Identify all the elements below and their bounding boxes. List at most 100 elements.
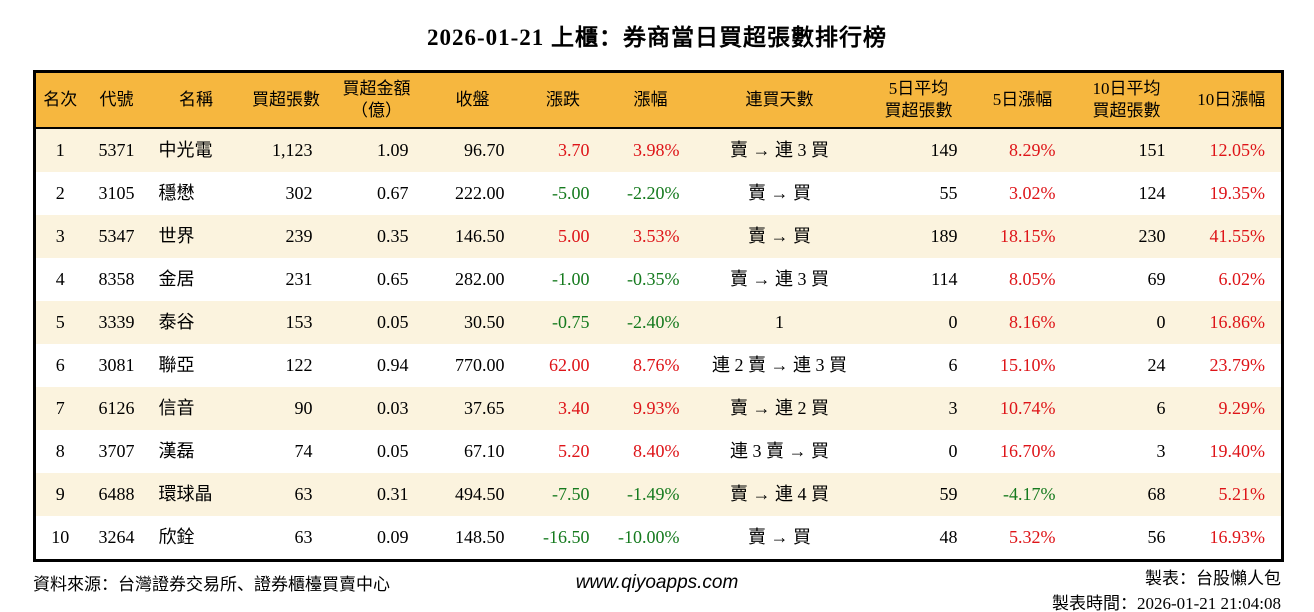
cell-change_pct: 8.40% (633, 441, 680, 461)
cell-change_pct: 3.53% (633, 226, 680, 246)
column-header-pct5: 5日漲幅 (973, 71, 1072, 129)
cell-pct5: -4.17% (1003, 484, 1056, 504)
cell-pct5: 16.70% (1000, 441, 1056, 461)
cell-change_pct: 8.76% (633, 355, 680, 375)
cell-avg5_net_buy: 0 (948, 312, 958, 332)
cell-code: 3707 (98, 441, 135, 461)
cell-change: 62.00 (549, 355, 590, 375)
cell-name: 環球晶 (158, 484, 213, 504)
cell-change_pct: -2.40% (627, 312, 680, 332)
cell-name: 泰谷 (158, 312, 195, 332)
table-row: 6 3081 聯亞 122 0.94 770.00 62.00 8.76% 連 2 賣 → 連 … (34, 344, 1283, 387)
table-header: 名次 代號 名稱 買超張數 買超金額 （億） 收盤 漲跌 漲幅 連買天數 5日平均 買超張數 5日漲… (34, 71, 1283, 129)
cell-avg5_net_buy: 48 (939, 527, 958, 547)
cell-pct5: 5.32% (1009, 527, 1056, 547)
cell-name: 世界 (158, 226, 195, 246)
cell-avg10_net_buy: 0 (1156, 312, 1166, 332)
cell-buy_streak: 連 2 賣 → 連 3 買 (712, 355, 847, 375)
cell-rank: 3 (55, 226, 65, 246)
cell-change: 3.40 (558, 398, 590, 418)
timestamp-line: 製表時間：2026-01-21 21:04:08 (1051, 594, 1281, 612)
cell-name: 中光電 (158, 140, 213, 160)
cell-avg5_net_buy: 189 (930, 226, 958, 246)
column-header-change_pct: 漲幅 (605, 71, 696, 129)
cell-avg5_net_buy: 3 (948, 398, 958, 418)
cell-code: 6126 (98, 398, 135, 418)
table-row: 4 8358 金居 231 0.65 282.00 -1.00 -0.35% 賣 → 連 3 買… (34, 258, 1283, 301)
cell-close: 37.65 (464, 398, 505, 418)
cell-pct10: 23.79% (1209, 355, 1266, 375)
cell-change_pct: -2.20% (627, 183, 680, 203)
cell-net_buy_lots: 239 (285, 226, 313, 246)
cell-change_pct: -0.35% (627, 269, 680, 289)
cell-net_buy_lots: 74 (294, 441, 313, 461)
cell-change_pct: 9.93% (633, 398, 680, 418)
cell-change_pct: -10.00% (618, 527, 680, 547)
cell-code: 3264 (98, 527, 135, 547)
cell-change_pct: 3.98% (633, 140, 680, 160)
cell-net_buy_amount: 0.67 (377, 183, 409, 203)
cell-buy_streak: 賣 → 連 2 買 (730, 398, 829, 418)
cell-close: 282.00 (455, 269, 505, 289)
table-row: 9 6488 環球晶 63 0.31 494.50 -7.50 -1.49% 賣 → 連 4 買… (34, 473, 1283, 516)
cell-rank: 5 (55, 312, 65, 332)
cell-change: 3.70 (558, 140, 590, 160)
cell-name: 欣銓 (158, 527, 195, 547)
cell-pct10: 9.29% (1218, 398, 1266, 418)
cell-net_buy_amount: 0.65 (377, 269, 409, 289)
cell-code: 8358 (98, 269, 135, 289)
column-header-net_buy_amount: 買超金額 （億） (328, 71, 425, 129)
cell-code: 5347 (98, 226, 135, 246)
column-header-avg10_net_buy: 10日平均 買超張數 (1071, 71, 1182, 129)
cell-pct5: 8.29% (1009, 140, 1056, 160)
cell-net_buy_lots: 122 (285, 355, 313, 375)
cell-buy_streak: 1 (775, 312, 784, 332)
cell-net_buy_lots: 90 (294, 398, 313, 418)
cell-rank: 2 (55, 183, 65, 203)
header-row: 名次 代號 名稱 買超張數 買超金額 （億） 收盤 漲跌 漲幅 連買天數 5日平均 買超張數 5日漲… (34, 71, 1283, 129)
cell-change: 5.00 (558, 226, 590, 246)
cell-rank: 8 (55, 441, 65, 461)
column-header-avg5_net_buy: 5日平均 買超張數 (863, 71, 974, 129)
cell-code: 6488 (98, 484, 135, 504)
footer: 資料來源：台灣證券交易所、證券櫃檯買賣中心 www.qiyoapps.com 製… (33, 566, 1281, 612)
cell-rank: 6 (55, 355, 65, 375)
cell-buy_streak: 賣 → 買 (748, 226, 811, 246)
cell-pct10: 16.93% (1209, 527, 1266, 547)
cell-name: 信音 (158, 398, 195, 418)
cell-pct10: 6.02% (1218, 269, 1266, 289)
ranking-table-wrap: 名次 代號 名稱 買超張數 買超金額 （億） 收盤 漲跌 漲幅 連買天數 5日平均 買超張數 5日漲… (33, 70, 1284, 562)
cell-pct5: 10.74% (1000, 398, 1056, 418)
table-row: 10 3264 欣銓 63 0.09 148.50 -16.50 -10.00% 賣 → 買 48… (34, 516, 1283, 561)
cell-net_buy_amount: 0.03 (377, 398, 409, 418)
website-text: www.qiyoapps.com (575, 572, 739, 593)
cell-code: 3105 (98, 183, 135, 203)
cell-change_pct: -1.49% (627, 484, 680, 504)
cell-net_buy_amount: 0.09 (377, 527, 409, 547)
cell-buy_streak: 賣 → 買 (748, 527, 811, 547)
cell-buy_streak: 賣 → 連 4 買 (730, 484, 829, 504)
cell-net_buy_lots: 231 (285, 269, 313, 289)
column-header-rank: 名次 (34, 71, 85, 129)
cell-pct5: 15.10% (1000, 355, 1056, 375)
cell-close: 770.00 (455, 355, 505, 375)
column-header-name: 名稱 (148, 71, 244, 129)
cell-pct10: 19.35% (1209, 183, 1266, 203)
cell-avg10_net_buy: 124 (1138, 183, 1166, 203)
table-row: 8 3707 漢磊 74 0.05 67.10 5.20 8.40% 連 3 賣 → 買 0 16.… (34, 430, 1283, 473)
cell-net_buy_lots: 63 (294, 527, 313, 547)
cell-rank: 7 (55, 398, 65, 418)
cell-avg5_net_buy: 0 (948, 441, 958, 461)
cell-avg10_net_buy: 69 (1147, 269, 1166, 289)
cell-name: 漢磊 (158, 441, 195, 461)
table-row: 3 5347 世界 239 0.35 146.50 5.00 3.53% 賣 → 買 189 18.… (34, 215, 1283, 258)
cell-change: -1.00 (552, 269, 590, 289)
cell-code: 3339 (98, 312, 135, 332)
maker-line: 製表：台股懶人包 (1145, 569, 1281, 588)
table-row: 2 3105 穩懋 302 0.67 222.00 -5.00 -2.20% 賣 → 買 55 3.… (34, 172, 1283, 215)
page-title: 2026-01-21 上櫃：券商當日買超張數排行榜 (426, 25, 888, 50)
cell-close: 67.10 (464, 441, 505, 461)
cell-change: -7.50 (552, 484, 590, 504)
cell-change: 5.20 (558, 441, 590, 461)
cell-pct5: 8.16% (1009, 312, 1056, 332)
